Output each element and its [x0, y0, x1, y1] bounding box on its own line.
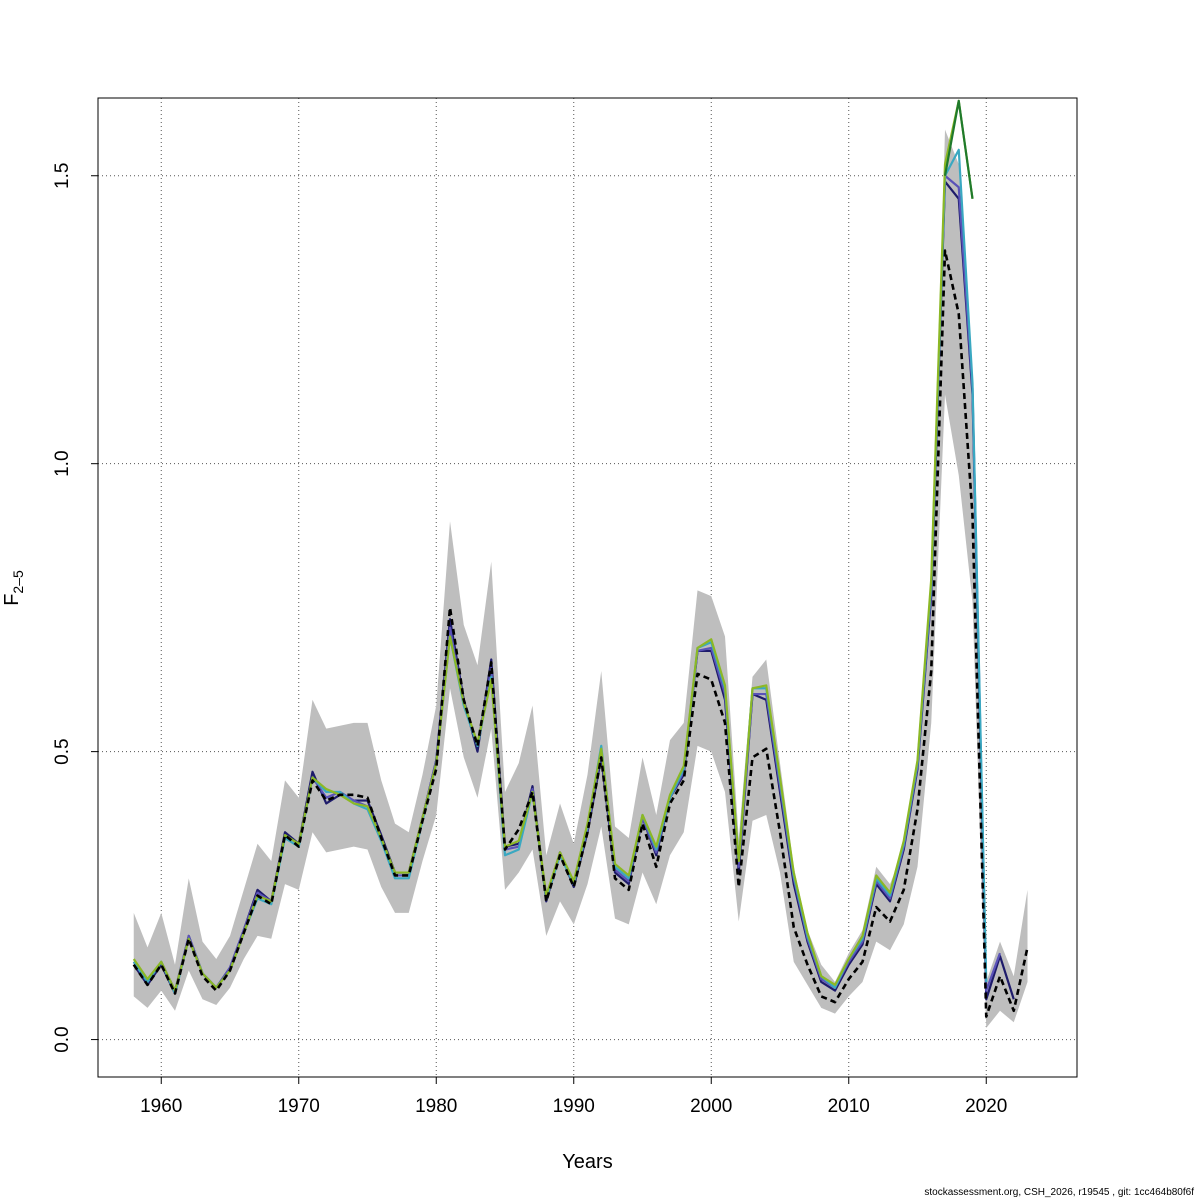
y-tick-label: 1.0 — [52, 450, 73, 476]
y-tick-label: 1.5 — [52, 163, 73, 189]
y-axis: 0.0 0.5 1.0 1.5 — [52, 163, 99, 1053]
x-axis: 1960 1970 1980 1990 2000 2010 2020 — [140, 1076, 1007, 1117]
x-tick-label: 2000 — [690, 1096, 732, 1117]
footer-credit: stockassessment.org, CSH_2026, r19545 , … — [924, 1187, 1194, 1198]
y-axis-label-main: F — [1, 594, 23, 606]
y-axis-label-subscript: 2–5 — [10, 570, 26, 594]
x-tick-label: 1970 — [278, 1096, 320, 1117]
x-axis-label: Years — [562, 1151, 612, 1173]
series-line-5 — [943, 99, 974, 199]
series-line-dashed — [132, 249, 1029, 1018]
x-tick-label: 1980 — [415, 1096, 457, 1117]
y-tick-label: 0.0 — [52, 1026, 73, 1052]
x-tick-label: 2020 — [965, 1096, 1007, 1117]
y-tick-label: 0.5 — [52, 738, 73, 764]
x-tick-label: 1990 — [553, 1096, 595, 1117]
series-layer — [132, 99, 1029, 1018]
x-tick-label: 2010 — [828, 1096, 870, 1117]
x-tick-label: 1960 — [140, 1096, 182, 1117]
y-axis-label: F2–5 — [1, 570, 26, 606]
